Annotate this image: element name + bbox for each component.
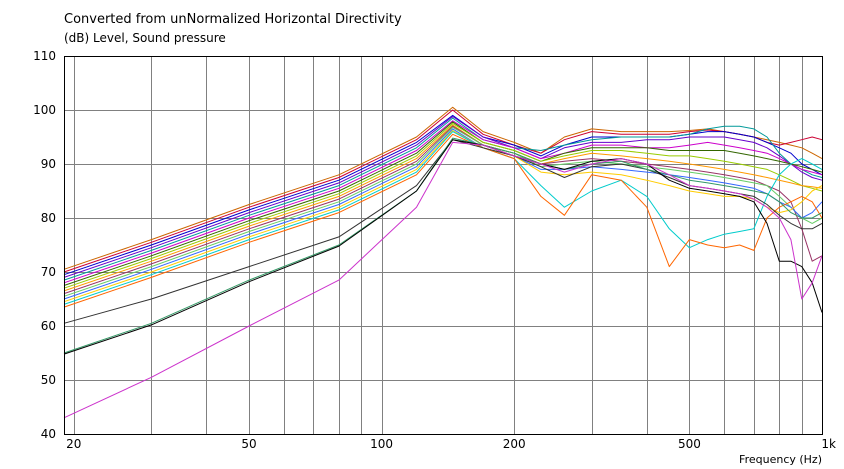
series-lines xyxy=(63,106,823,419)
series-line-7 xyxy=(63,121,823,286)
series-line-9 xyxy=(63,124,823,292)
x-tick-label: 500 xyxy=(678,437,701,451)
y-tick-label: 100 xyxy=(33,103,56,117)
series-line-5 xyxy=(63,117,823,281)
y-tick-label: 110 xyxy=(33,49,56,63)
series-line-4 xyxy=(63,116,823,278)
y-tick-label: 60 xyxy=(41,319,56,333)
x-tick-label: 20 xyxy=(66,437,81,451)
x-tick-label: 200 xyxy=(503,437,526,451)
series-line-2 xyxy=(63,109,823,273)
plot-frame xyxy=(64,56,823,435)
y-tick-labels: 40 50 60 70 80 90 100 110 xyxy=(33,49,56,441)
series-line-13 xyxy=(63,130,823,303)
y-axis-label: (dB) Level, Sound pressure xyxy=(64,31,226,45)
y-tick-label: 90 xyxy=(41,157,56,171)
y-tick-label: 80 xyxy=(41,211,56,225)
y-tick-label: 70 xyxy=(41,265,56,279)
series-line-11 xyxy=(63,126,823,297)
x-tick-label: 50 xyxy=(241,437,256,451)
series-line-14 xyxy=(63,131,823,305)
x-axis-label: Frequency (Hz) xyxy=(739,453,822,466)
chart-title: Converted from unNormalized Horizontal D… xyxy=(64,12,402,27)
x-tick-label: 1k xyxy=(821,437,836,451)
series-line-1 xyxy=(63,106,823,270)
series-line-19 xyxy=(63,141,823,419)
y-tick-label: 50 xyxy=(41,373,56,387)
x-tick-label: 100 xyxy=(370,437,393,451)
series-line-15 xyxy=(63,133,823,308)
x-tick-labels: 20 50 100 200 500 1k xyxy=(66,437,836,451)
series-line-12 xyxy=(63,128,823,300)
series-line-8 xyxy=(63,123,823,289)
y-tick-label: 40 xyxy=(41,427,56,441)
